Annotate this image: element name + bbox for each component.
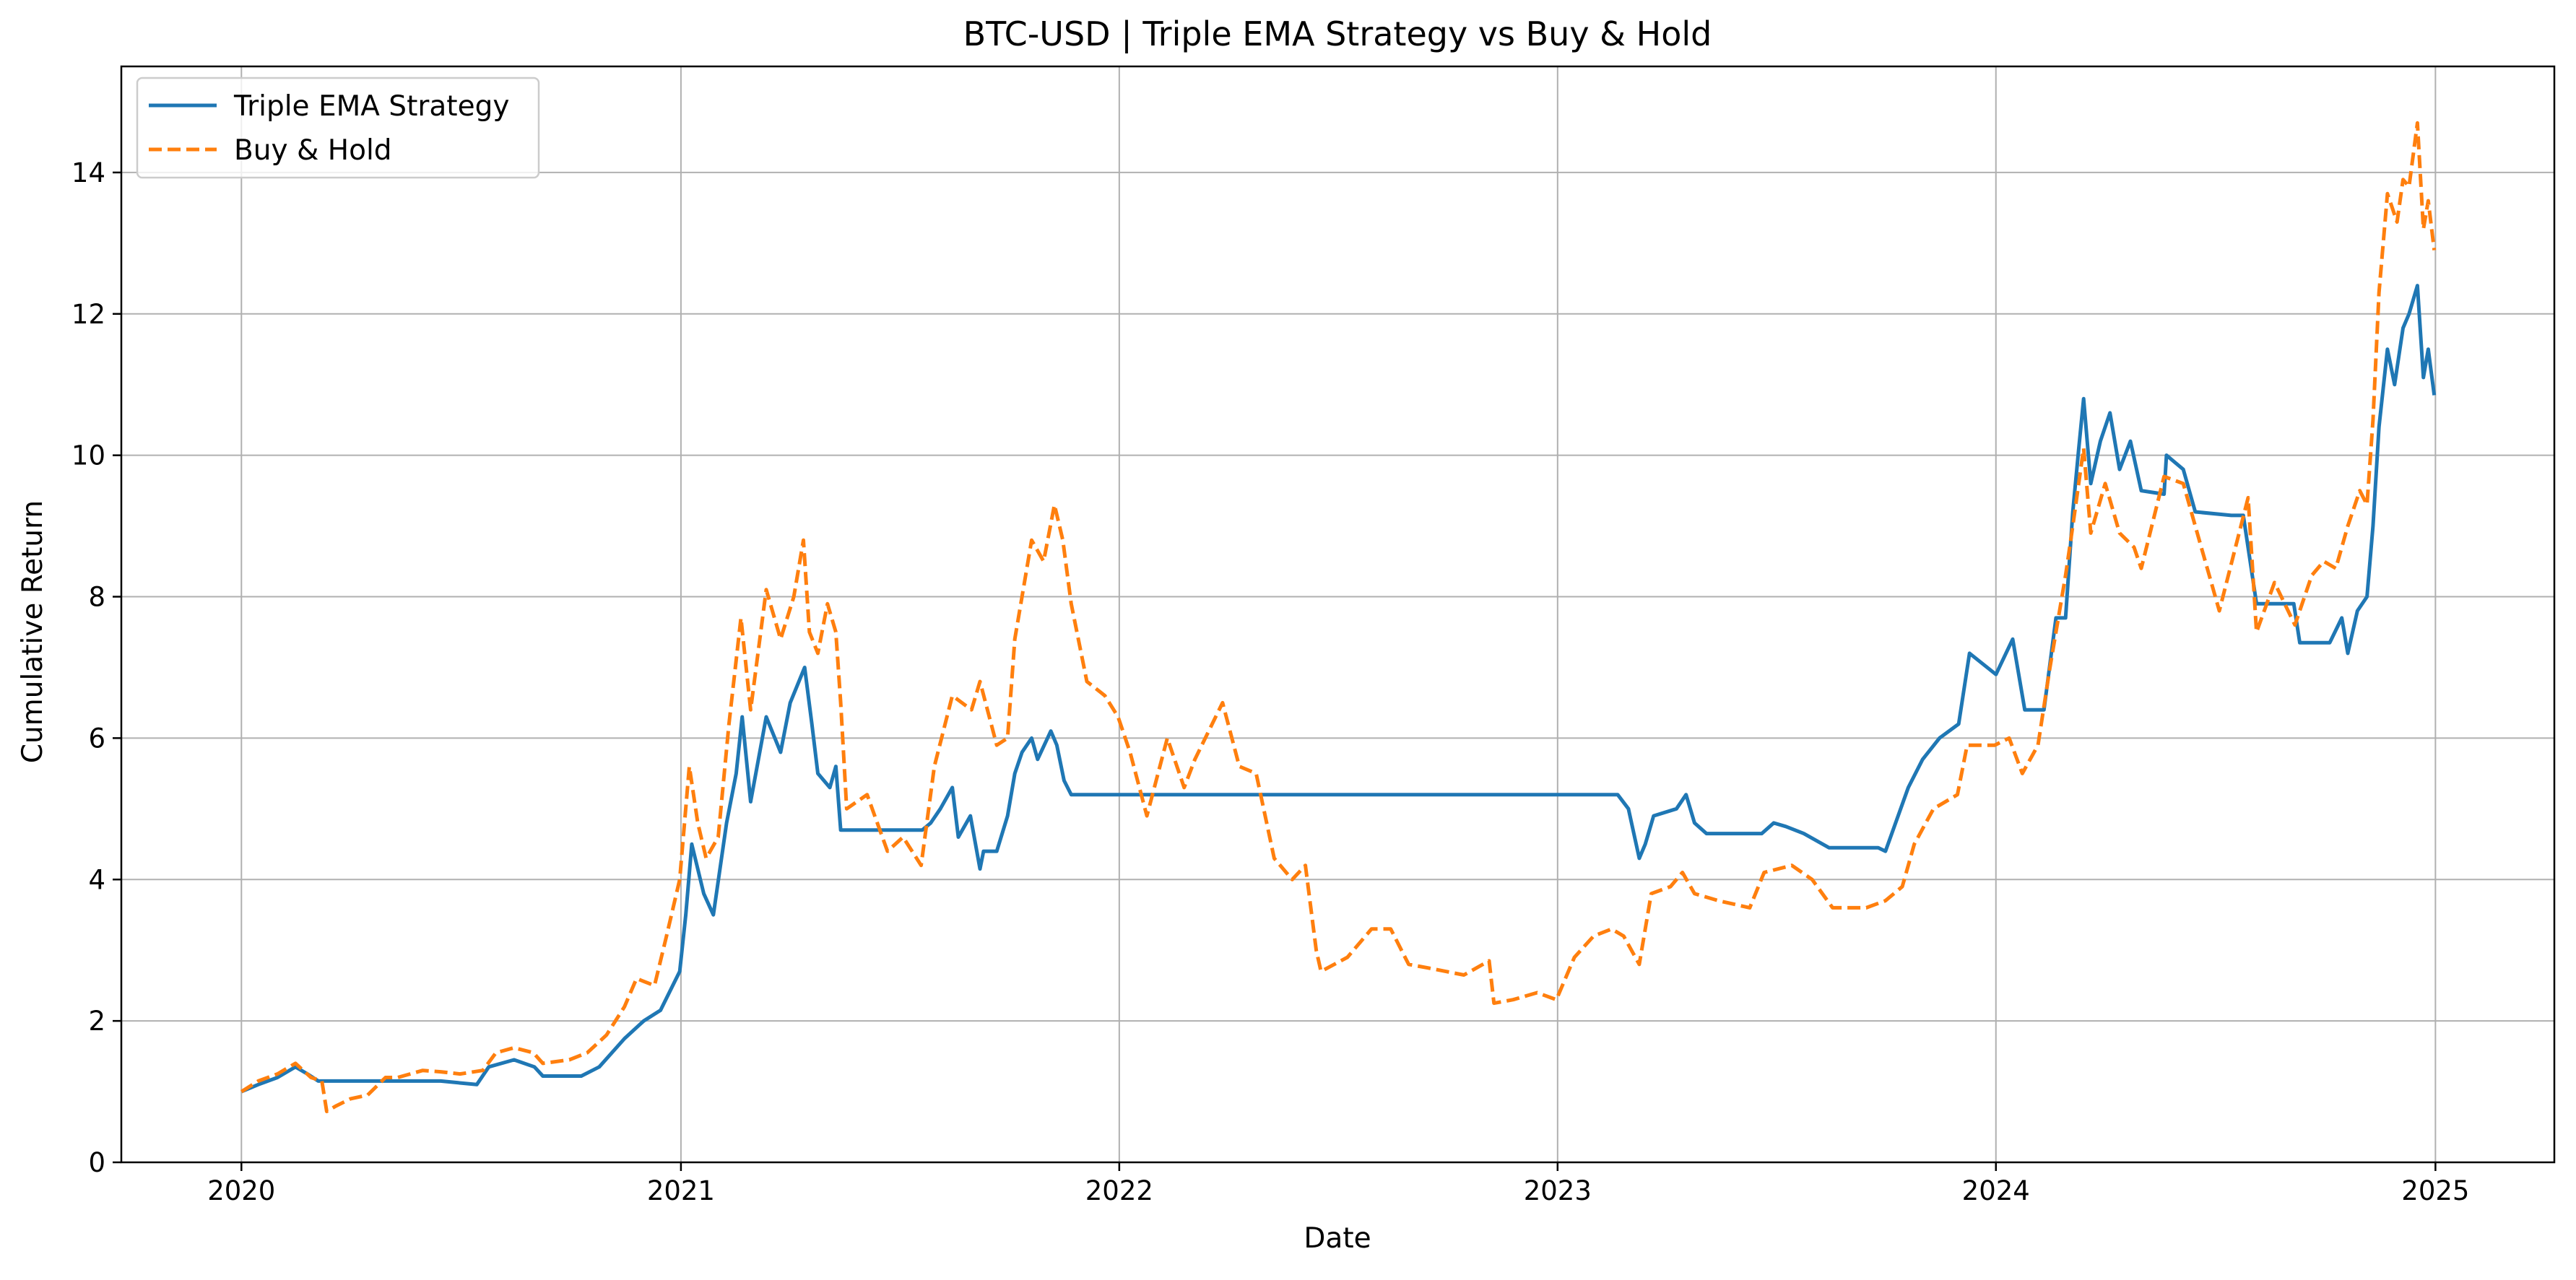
x-tick-label: 2022 [1085,1175,1153,1206]
ticks-layer: 2020 2021 2022 2023 2024 2025 0 2 4 6 8 10 12 14 [71,157,2470,1206]
legend: Triple EMA Strategy Buy & Hold [136,77,540,179]
y-axis-label: Cumulative Return [17,500,49,763]
legend-box [136,77,540,179]
x-tick-label: 2020 [207,1175,275,1206]
legend-label-strategy: Triple EMA Strategy [233,90,509,123]
series-line-strategy [240,284,2437,1094]
x-axis-label: Date [1304,1222,1371,1255]
plot-frame [120,65,2556,1164]
y-tick-label: 2 [88,1006,105,1037]
x-tick-label: 2024 [1962,1175,2030,1206]
y-tick-label: 8 [88,582,105,613]
legend-label-buy-hold: Buy & Hold [234,134,392,167]
y-tick-label: 14 [71,157,105,188]
y-tick-label: 12 [71,299,105,330]
x-tick-label: 2025 [2401,1175,2469,1206]
chart-title: BTC-USD | Triple EMA Strategy vs Buy & H… [963,14,1712,54]
series-line-buy-hold [240,121,2437,1113]
x-tick-label: 2021 [647,1175,715,1206]
series-layer [240,121,2437,1113]
x-tick-label: 2023 [1524,1175,1592,1206]
y-tick-label: 4 [88,864,105,895]
y-tick-label: 0 [88,1147,105,1178]
y-tick-label: 10 [71,440,105,471]
y-tick-label: 6 [88,723,105,754]
